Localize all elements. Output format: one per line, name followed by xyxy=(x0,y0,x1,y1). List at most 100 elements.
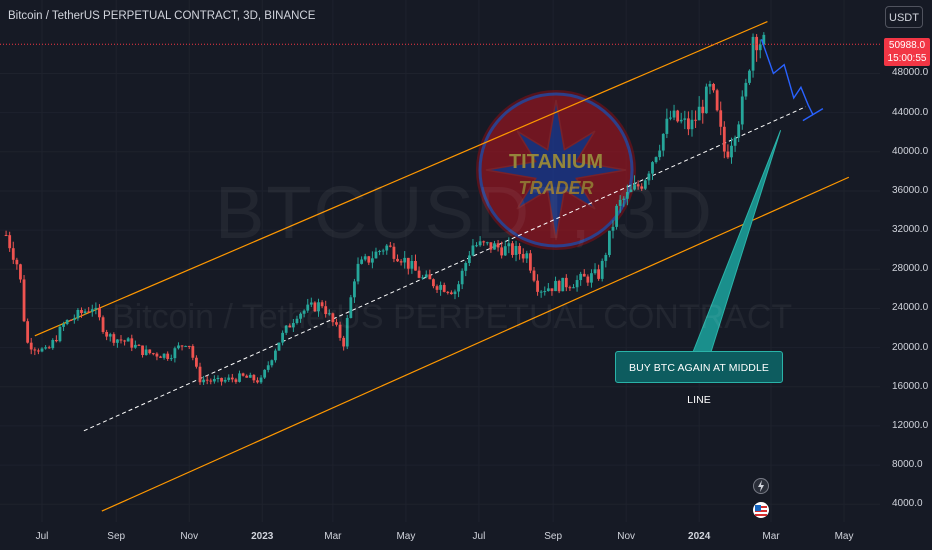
candle-body xyxy=(274,350,277,361)
candle-body xyxy=(475,245,478,247)
candle-body xyxy=(209,380,213,382)
candle-body xyxy=(643,180,647,189)
channel-middle-line xyxy=(83,106,806,432)
candle-body xyxy=(37,350,40,352)
candle-body xyxy=(658,150,662,158)
time-tick-label: Sep xyxy=(107,531,126,542)
candle-body xyxy=(245,375,249,378)
candle-body xyxy=(414,260,417,271)
candle-body xyxy=(29,342,33,350)
candle-body xyxy=(51,339,55,349)
candle-body xyxy=(514,245,518,255)
candle-body xyxy=(719,110,723,127)
candle-body xyxy=(76,309,80,319)
candle-body xyxy=(148,349,152,354)
candle-body xyxy=(683,118,687,120)
candle-body xyxy=(248,374,252,378)
candle-body xyxy=(80,309,83,314)
candle-body xyxy=(722,126,726,152)
last-price-value: 50988.0 xyxy=(888,40,926,51)
candle-body xyxy=(748,70,751,83)
price-tick-label: 40000.0 xyxy=(892,145,929,157)
candle-body xyxy=(446,291,450,293)
candle-body xyxy=(618,199,622,206)
candle-body xyxy=(98,307,101,318)
candle-body xyxy=(471,245,475,256)
svg-text:TITANIUM: TITANIUM xyxy=(509,151,603,173)
buy-callout[interactable]: BUY BTC AGAIN AT MIDDLE LINE xyxy=(615,351,783,406)
candle-body xyxy=(101,317,105,332)
candle-body xyxy=(554,280,557,292)
candle-body xyxy=(360,259,364,264)
candle-body xyxy=(428,274,432,280)
candle-body xyxy=(493,243,496,250)
candle-body xyxy=(345,317,349,347)
candle-body xyxy=(26,321,30,343)
candle-body xyxy=(177,345,180,349)
time-tick-label: Sep xyxy=(544,531,563,542)
candle-body xyxy=(324,306,328,315)
candle-body xyxy=(313,302,317,312)
price-tick-label: 20000.0 xyxy=(892,341,929,353)
candle-body xyxy=(195,357,198,367)
candle-body xyxy=(173,348,177,359)
candle-body xyxy=(406,257,410,269)
candle-body xyxy=(72,318,76,321)
candle-body xyxy=(331,313,335,323)
candle-body xyxy=(460,270,464,285)
candle-body xyxy=(611,226,615,231)
candle-body xyxy=(500,247,504,256)
price-tick-label: 24000.0 xyxy=(892,302,929,314)
candle-body xyxy=(435,286,439,290)
time-tick-label: Nov xyxy=(617,531,636,542)
candle-body xyxy=(11,248,15,260)
candle-body xyxy=(503,246,507,256)
price-tick-label: 36000.0 xyxy=(892,184,929,196)
projection-path xyxy=(760,38,814,115)
candle-body xyxy=(737,124,741,138)
candle-body xyxy=(288,325,292,328)
candle-body xyxy=(582,273,586,277)
candle-body xyxy=(557,280,561,292)
time-tick-label: Jul xyxy=(472,531,486,542)
candle-body xyxy=(108,334,112,337)
candle-body xyxy=(740,96,744,125)
economic-event-flag-icon[interactable] xyxy=(753,502,769,518)
price-tick-label: 4000.0 xyxy=(892,498,923,510)
time-tick-label: Nov xyxy=(180,531,199,542)
candle-body xyxy=(690,119,694,130)
candle-body xyxy=(90,309,94,312)
candle-body xyxy=(112,334,116,343)
candle-body xyxy=(44,347,47,349)
candle-body xyxy=(694,119,697,121)
candle-body xyxy=(216,377,220,379)
candle-body xyxy=(223,379,227,382)
candle-body xyxy=(442,284,446,292)
symbol-header[interactable]: Bitcoin / TetherUS PERPETUAL CONTRACT, 3… xyxy=(8,10,316,22)
candle-body xyxy=(205,379,209,381)
currency-button[interactable]: USDT xyxy=(885,6,923,28)
candle-body xyxy=(191,346,195,358)
candle-body xyxy=(137,344,141,346)
candle-body xyxy=(712,83,715,91)
candle-body xyxy=(665,118,669,134)
candle-body xyxy=(511,243,514,255)
candle-body xyxy=(202,379,206,383)
candle-body xyxy=(392,246,396,259)
time-tick-label: 2023 xyxy=(251,531,274,542)
candle-body xyxy=(528,253,532,271)
dividend-lightning-icon[interactable] xyxy=(753,478,769,494)
candle-body xyxy=(155,353,159,357)
candle-body xyxy=(87,311,91,313)
candle-body xyxy=(704,86,708,114)
candle-body xyxy=(597,269,601,279)
time-tick-label: 2024 xyxy=(688,531,711,542)
price-tick-label: 32000.0 xyxy=(892,224,929,236)
candle-body xyxy=(309,302,313,305)
candle-body xyxy=(284,325,288,333)
candle-body xyxy=(410,260,414,269)
candle-body xyxy=(169,358,173,360)
candle-body xyxy=(715,90,719,111)
candle-body xyxy=(532,270,536,281)
